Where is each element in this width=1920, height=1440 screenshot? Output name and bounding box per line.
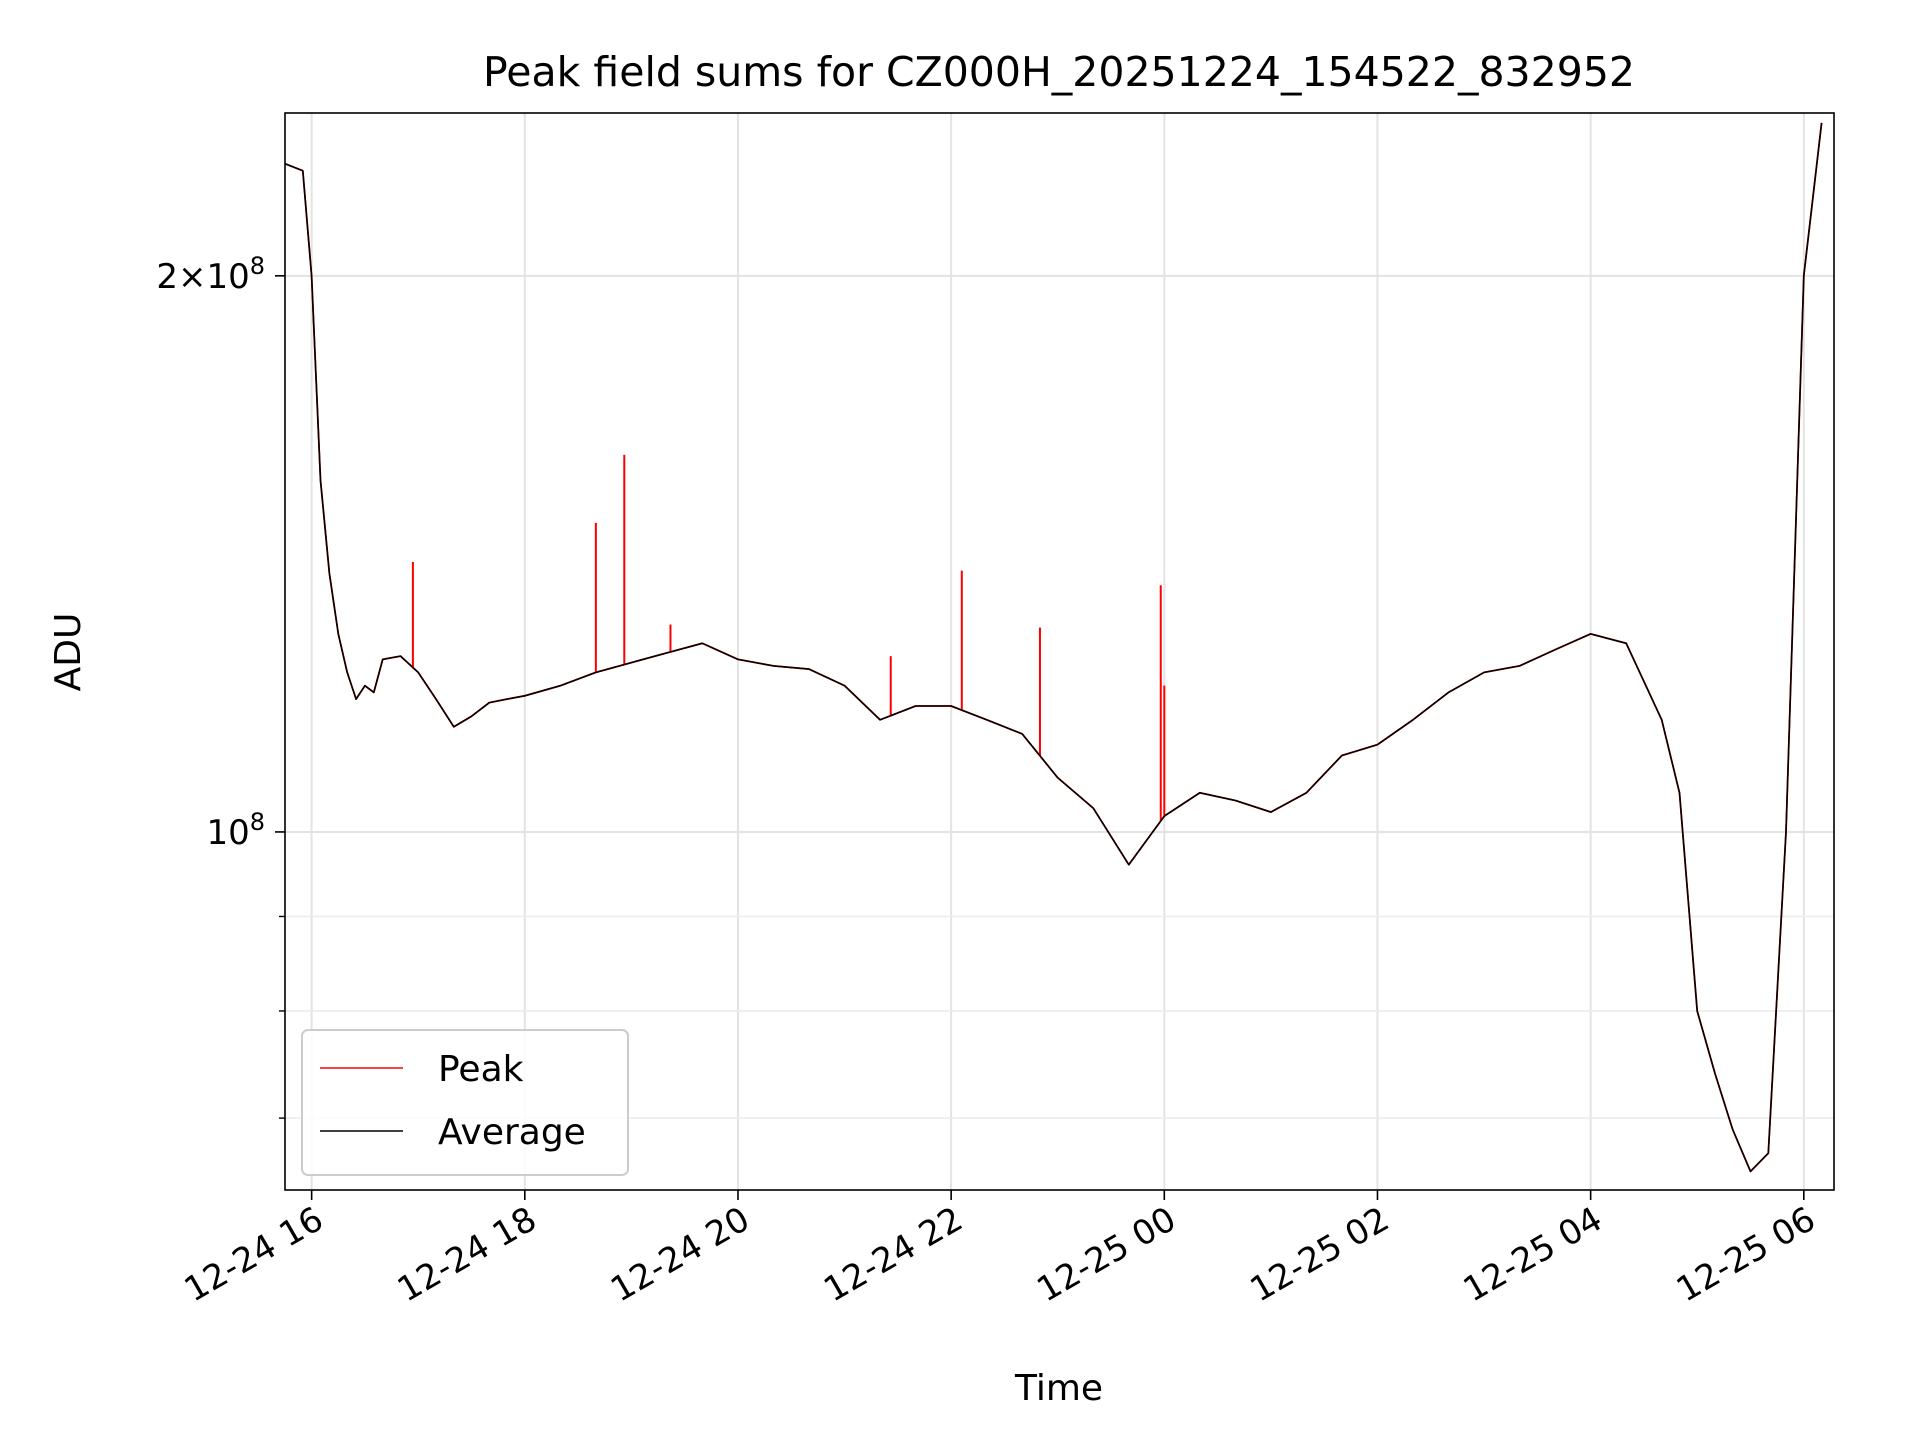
legend: Peak Average xyxy=(301,1029,629,1176)
y-tick-label: 108 xyxy=(206,808,265,853)
legend-box xyxy=(301,1029,629,1176)
legend-label-peak: Peak xyxy=(438,1049,524,1090)
y-axis: 108 2×108 xyxy=(156,252,285,1119)
legend-label-average: Average xyxy=(438,1112,586,1153)
chart-title: Peak field sums for CZ000H_20251224_1545… xyxy=(483,48,1635,96)
plot-frame xyxy=(284,112,1835,1191)
x-axis-label: Time xyxy=(1014,1368,1103,1409)
y-axis-label: ADU xyxy=(48,613,89,692)
y-tick-label: 2×108 xyxy=(156,252,265,297)
series-line-average xyxy=(284,122,1823,1173)
series-layer xyxy=(284,122,1823,1173)
